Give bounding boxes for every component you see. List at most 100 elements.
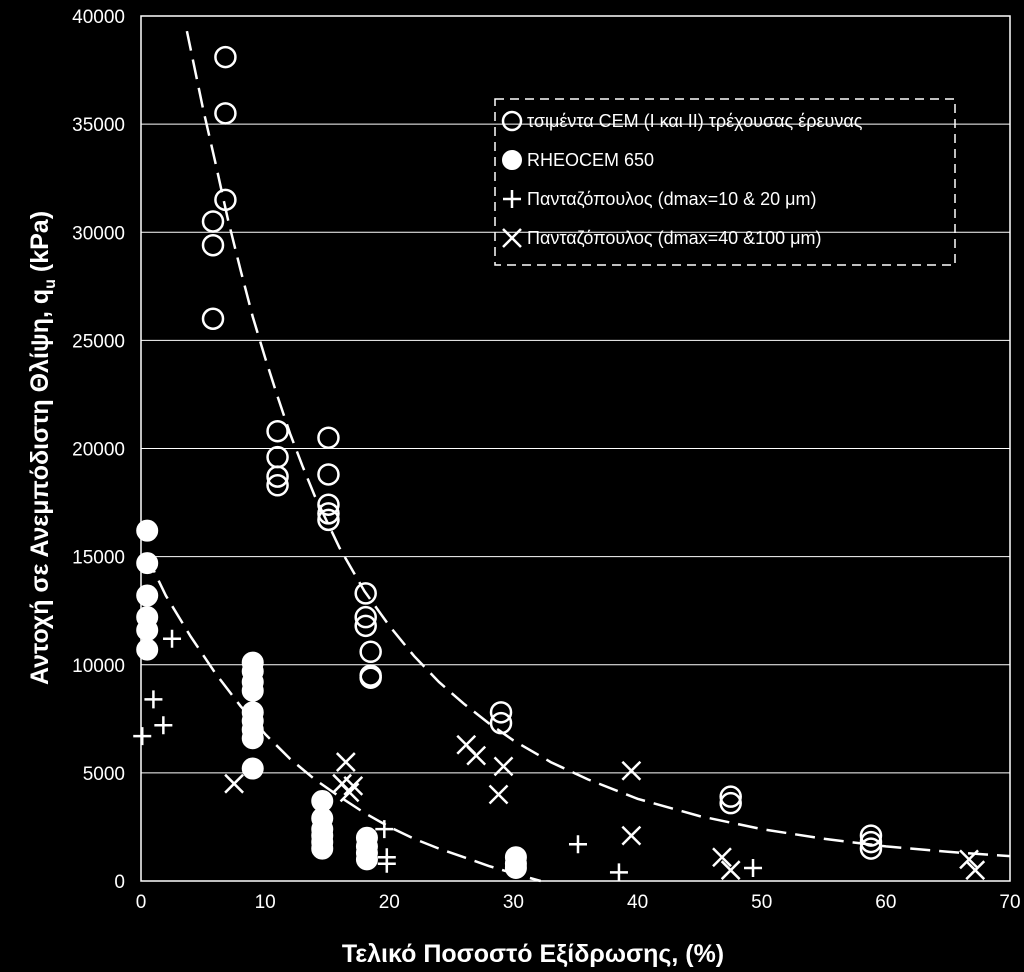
x-tick-label: 40 xyxy=(627,892,648,913)
y-tick-label: 10000 xyxy=(72,656,125,677)
point-s1-27 xyxy=(859,830,883,854)
point-s4-4 xyxy=(339,782,360,803)
point-s1-4 xyxy=(201,210,225,233)
point-s3-4 xyxy=(163,629,182,648)
point-s3-5 xyxy=(375,820,394,839)
x-tick-label: 10 xyxy=(255,892,276,913)
point-s2-10 xyxy=(241,679,264,702)
trend-line-2 xyxy=(144,553,542,883)
point-s1-19 xyxy=(359,640,382,664)
x-tick-label: 30 xyxy=(503,892,524,913)
point-s3-7 xyxy=(377,854,396,873)
legend-label-1: τσιμέντα CEM (I και II) τρέχουσας έρευνα… xyxy=(527,111,863,131)
x-axis: 0 10 20 30 40 50 60 70 xyxy=(136,892,1021,913)
point-s1-18 xyxy=(354,614,377,638)
legend-label-4: Πανταζόπουλος (dmax=40 &100 μm) xyxy=(527,228,822,248)
point-s2-3 xyxy=(136,584,159,607)
legend-label-2: RHEOCEM 650 xyxy=(527,150,654,170)
gridlines xyxy=(141,123,1010,774)
point-s4-10 xyxy=(621,760,642,781)
point-s2-1 xyxy=(136,519,159,542)
point-s2-14 xyxy=(241,727,264,750)
point-s4-12 xyxy=(712,847,732,868)
point-s3-2 xyxy=(144,690,163,709)
point-s2-2 xyxy=(136,552,159,575)
point-s4-3 xyxy=(335,752,356,772)
trend-lines xyxy=(144,30,1011,883)
point-s1-1 xyxy=(214,45,237,69)
point-s1-28 xyxy=(859,837,883,860)
point-s3-10 xyxy=(744,859,763,878)
point-s3-1 xyxy=(133,727,152,746)
legend-label-3: Πανταζόπουλος (dmax=10 & 20 μm) xyxy=(527,189,817,209)
point-s1-2 xyxy=(214,102,237,125)
point-s1-25 xyxy=(719,791,742,815)
point-s1-10 xyxy=(266,474,289,497)
point-s1-9 xyxy=(266,465,289,488)
y-tick-label: 30000 xyxy=(72,223,125,244)
point-s1-26 xyxy=(859,824,883,847)
point-s2-6 xyxy=(136,638,159,661)
y-axis: 0 5000 10000 15000 20000 25000 30000 35000 40000 xyxy=(72,7,125,893)
x-tick-label: 0 xyxy=(136,892,147,913)
point-s1-17 xyxy=(354,605,377,629)
point-s3-3 xyxy=(154,716,173,735)
y-tick-label: 35000 xyxy=(72,115,125,136)
point-s2-25 xyxy=(355,848,378,871)
point-s4-9 xyxy=(488,784,509,805)
point-s2-21 xyxy=(311,837,334,860)
y-axis-title-unit: (kPa) xyxy=(26,211,54,279)
point-s1-16 xyxy=(354,582,377,605)
x-tick-label: 70 xyxy=(999,892,1020,913)
y-tick-label: 25000 xyxy=(72,331,125,352)
point-s1-6 xyxy=(201,307,225,330)
x-tick-label: 50 xyxy=(751,892,772,913)
legend-marker-2 xyxy=(502,150,522,170)
point-s1-24 xyxy=(719,785,742,808)
point-s1-5 xyxy=(201,233,225,257)
legend-box xyxy=(494,98,956,266)
point-s1-3 xyxy=(214,188,237,212)
point-s1-21 xyxy=(359,666,382,689)
point-s2-28 xyxy=(504,857,527,880)
point-s3-8 xyxy=(568,835,587,854)
point-s4-13 xyxy=(720,860,741,881)
point-s2-15 xyxy=(241,757,264,780)
legend-marker-3 xyxy=(503,190,521,208)
point-s4-1 xyxy=(224,773,244,794)
y-tick-label: 40000 xyxy=(72,7,125,28)
point-s4-14 xyxy=(959,849,979,870)
point-s2-5 xyxy=(136,619,159,642)
point-s4-11 xyxy=(621,825,642,846)
point-s1-7 xyxy=(266,419,289,443)
point-s1-11 xyxy=(317,426,340,449)
x-axis-title: Τελικό Ποσοστό Εξίδρωσης, (%) xyxy=(342,940,724,968)
legend: τσιμέντα CEM (I και II) τρέχουσας έρευνα… xyxy=(494,98,956,266)
y-axis-title-subscript: u xyxy=(42,279,59,289)
point-s3-9 xyxy=(609,863,628,882)
y-tick-label: 20000 xyxy=(72,440,125,461)
y-axis-title-main: Αντοχή σε Ανεμπόδιστη Θλίψη, q xyxy=(26,289,54,685)
point-s1-23 xyxy=(489,711,513,735)
point-s4-5 xyxy=(343,775,364,796)
x-tick-label: 60 xyxy=(875,892,896,913)
point-s1-12 xyxy=(317,463,340,486)
legend-marker-4 xyxy=(502,228,522,248)
point-s4-8 xyxy=(493,756,514,777)
y-tick-label: 15000 xyxy=(72,548,125,569)
data-points xyxy=(133,45,986,882)
point-s4-7 xyxy=(466,745,487,766)
y-axis-title: Αντοχή σε Ανεμπόδιστη Θλίψη, qu (kPa) xyxy=(26,211,59,685)
point-s1-15 xyxy=(317,508,340,532)
y-tick-label: 5000 xyxy=(83,764,125,785)
point-s1-22 xyxy=(489,701,513,724)
plot-area xyxy=(140,15,1011,882)
y-tick-label: 0 xyxy=(114,872,125,893)
trend-line-1 xyxy=(185,30,1011,858)
legend-marker-1 xyxy=(501,110,523,132)
x-tick-label: 20 xyxy=(379,892,400,913)
point-s1-14 xyxy=(317,502,340,525)
point-s4-15 xyxy=(965,860,986,881)
point-s1-13 xyxy=(317,493,340,516)
